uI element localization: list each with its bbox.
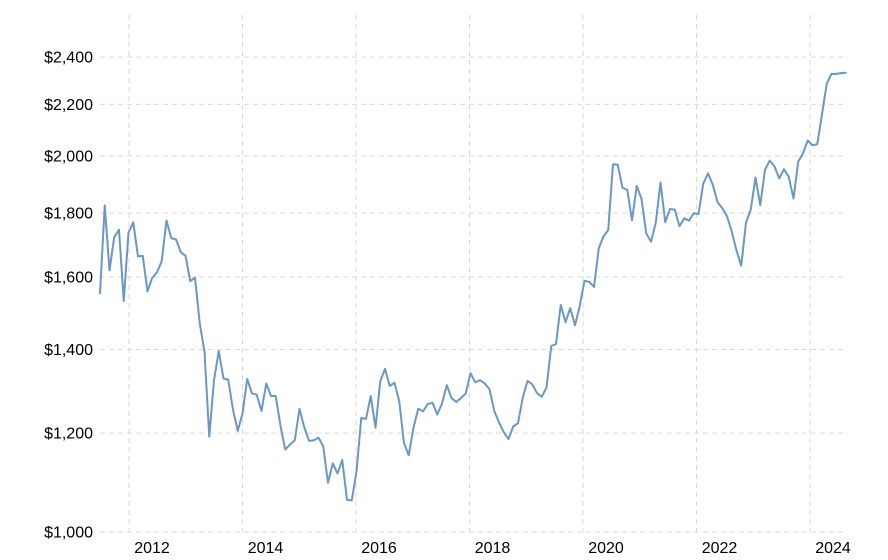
y-axis-tick-label: $1,600 bbox=[44, 270, 93, 287]
y-axis-tick-label: $2,000 bbox=[44, 149, 93, 166]
y-axis-tick-label: $1,200 bbox=[44, 426, 93, 443]
x-axis-tick-label: 2016 bbox=[361, 540, 397, 557]
price-line bbox=[99, 71, 847, 502]
x-axis-tick-label: 2020 bbox=[588, 540, 624, 557]
x-axis-tick-label: 2022 bbox=[702, 540, 738, 557]
y-axis-tick-label: $1,000 bbox=[44, 525, 93, 542]
x-axis-tick-label: 2012 bbox=[134, 540, 170, 557]
y-axis-tick-label: $1,400 bbox=[44, 342, 93, 359]
y-axis-tick-label: $1,800 bbox=[44, 206, 93, 223]
y-axis-tick-label: $2,400 bbox=[44, 50, 93, 67]
y-axis-tick-label: $2,200 bbox=[44, 97, 93, 114]
x-axis-tick-label: 2014 bbox=[248, 540, 284, 557]
x-axis-tick-label: 2024 bbox=[815, 540, 851, 557]
x-axis-tick-label: 2018 bbox=[475, 540, 511, 557]
